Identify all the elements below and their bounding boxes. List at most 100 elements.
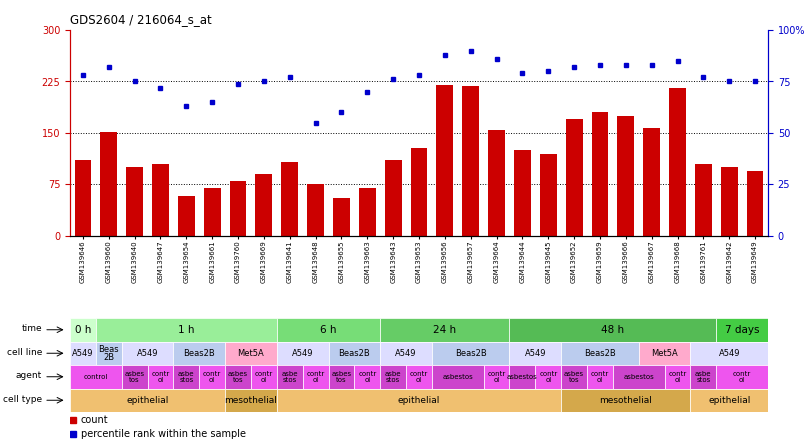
Bar [690, 388, 768, 412]
Text: epithelial: epithelial [398, 396, 440, 405]
Text: asbestos: asbestos [624, 374, 654, 380]
Text: A549: A549 [718, 349, 740, 358]
Text: cell type: cell type [3, 395, 42, 404]
Bar [695, 164, 712, 236]
Bar [70, 388, 225, 412]
Bar [204, 188, 220, 236]
Text: contr
ol: contr ol [539, 371, 557, 382]
Bar [509, 318, 716, 341]
Bar [277, 318, 380, 341]
Bar [721, 167, 738, 236]
Text: Beas2B: Beas2B [183, 349, 215, 358]
Bar [617, 116, 634, 236]
Bar [225, 388, 277, 412]
Bar [380, 318, 509, 341]
Text: asbes
tos: asbes tos [228, 371, 248, 382]
Text: control: control [83, 374, 108, 380]
Text: mesothelial: mesothelial [599, 396, 652, 405]
Bar [411, 148, 428, 236]
Text: asbestos: asbestos [507, 374, 538, 380]
Bar [613, 365, 664, 388]
Text: cell line: cell line [6, 348, 42, 357]
Text: asbe
stos: asbe stos [178, 371, 194, 382]
Text: Beas
2B: Beas 2B [99, 345, 119, 362]
Bar [225, 341, 277, 365]
Bar [70, 341, 96, 365]
Bar [303, 365, 329, 388]
Text: contr
ol: contr ol [668, 371, 687, 382]
Bar [354, 365, 380, 388]
Text: epithelial: epithelial [708, 396, 750, 405]
Text: Met5A: Met5A [237, 349, 264, 358]
Bar [122, 365, 147, 388]
Bar [385, 160, 402, 236]
Bar [432, 341, 509, 365]
Text: contr
ol: contr ol [151, 371, 169, 382]
Bar [251, 365, 277, 388]
Bar [96, 318, 277, 341]
Text: agent: agent [15, 371, 42, 380]
Text: time: time [21, 324, 42, 333]
Text: contr
ol: contr ol [410, 371, 428, 382]
Bar [380, 341, 432, 365]
Text: mesothelial: mesothelial [224, 396, 277, 405]
Text: A549: A549 [72, 349, 94, 358]
Bar [255, 174, 272, 236]
Bar [70, 365, 122, 388]
Bar [173, 365, 199, 388]
Bar [432, 365, 484, 388]
Bar [178, 196, 194, 236]
Bar [747, 171, 764, 236]
Text: 0 h: 0 h [75, 325, 91, 335]
Text: 24 h: 24 h [433, 325, 456, 335]
Text: asbes
tos: asbes tos [564, 371, 584, 382]
Bar [509, 341, 561, 365]
Bar [484, 365, 509, 388]
Bar [126, 167, 143, 236]
Bar [535, 365, 561, 388]
Text: contr
ol: contr ol [590, 371, 609, 382]
Text: asbes
tos: asbes tos [125, 371, 145, 382]
Text: Beas2B: Beas2B [584, 349, 616, 358]
Bar [565, 119, 582, 236]
Bar [307, 185, 324, 236]
Bar [281, 162, 298, 236]
Text: Met5A: Met5A [651, 349, 678, 358]
Text: 1 h: 1 h [178, 325, 194, 335]
Bar [669, 88, 686, 236]
Bar [147, 365, 173, 388]
Text: Beas2B: Beas2B [339, 349, 370, 358]
Bar [230, 181, 246, 236]
Bar [587, 365, 613, 388]
Bar [639, 341, 690, 365]
Text: contr
ol: contr ol [255, 371, 273, 382]
Bar [561, 388, 690, 412]
Text: A549: A549 [137, 349, 158, 358]
Bar [333, 198, 350, 236]
Text: asbe
stos: asbe stos [385, 371, 402, 382]
Text: percentile rank within the sample: percentile rank within the sample [81, 429, 246, 439]
Bar [488, 130, 505, 236]
Text: 6 h: 6 h [320, 325, 337, 335]
Bar [75, 160, 92, 236]
Bar [561, 365, 587, 388]
Bar [643, 127, 660, 236]
Text: A549: A549 [525, 349, 546, 358]
Bar [406, 365, 432, 388]
Bar [329, 341, 380, 365]
Bar [277, 388, 561, 412]
Bar [96, 341, 122, 365]
Bar [716, 365, 768, 388]
Text: GDS2604 / 216064_s_at: GDS2604 / 216064_s_at [70, 13, 211, 26]
Bar [509, 365, 535, 388]
Text: A549: A549 [395, 349, 417, 358]
Text: epithelial: epithelial [126, 396, 168, 405]
Bar [561, 341, 639, 365]
Bar [225, 365, 251, 388]
Text: contr
ol: contr ol [488, 371, 505, 382]
Text: asbe
stos: asbe stos [282, 371, 298, 382]
Text: 7 days: 7 days [725, 325, 760, 335]
Bar [277, 365, 303, 388]
Bar [100, 131, 117, 236]
Text: 48 h: 48 h [601, 325, 625, 335]
